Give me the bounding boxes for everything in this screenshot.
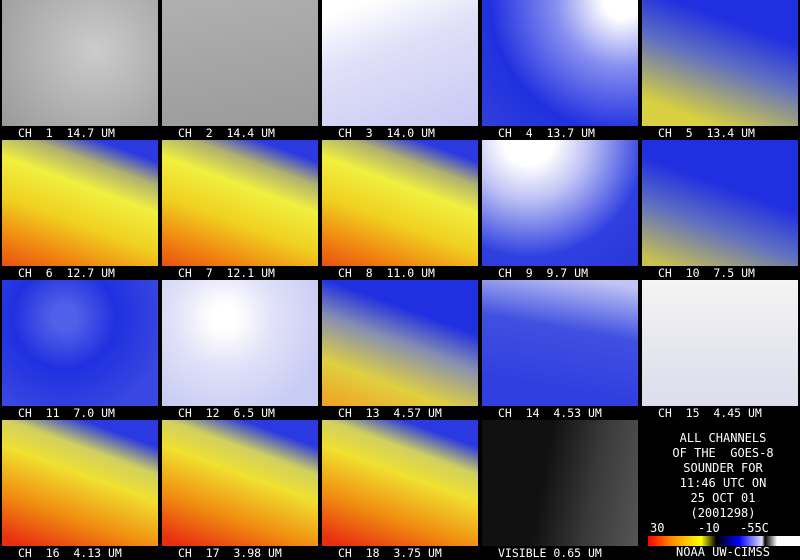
satellite-image bbox=[2, 420, 158, 546]
panel: CH 6 12.7 UM bbox=[0, 140, 160, 280]
info-line: OF THE GOES-8 bbox=[672, 446, 774, 460]
satellite-image bbox=[2, 280, 158, 406]
panel: CH 3 14.0 UM bbox=[320, 0, 480, 140]
panel: CH 17 3.98 UM bbox=[160, 420, 320, 560]
panel: CH 8 11.0 UM bbox=[320, 140, 480, 280]
panel-label: CH 5 13.4 UM bbox=[658, 126, 755, 140]
satellite-image bbox=[2, 0, 158, 126]
panel-label: CH 7 12.1 UM bbox=[178, 266, 275, 280]
color-bar-label: -10 bbox=[698, 521, 720, 535]
panel: CH 4 13.7 UM bbox=[480, 0, 640, 140]
panel: VISIBLE 0.65 UM bbox=[480, 420, 640, 560]
satellite-image bbox=[482, 280, 638, 406]
color-bar-label: 30 bbox=[650, 521, 665, 535]
panel-label: CH 16 4.13 UM bbox=[18, 546, 122, 560]
panel-label: CH 8 11.0 UM bbox=[338, 266, 435, 280]
panel-label: CH 4 13.7 UM bbox=[498, 126, 595, 140]
panel-label: CH 6 12.7 UM bbox=[18, 266, 115, 280]
info-line: SOUNDER FOR bbox=[683, 461, 763, 475]
panel: CH 5 13.4 UM bbox=[640, 0, 800, 140]
color-bar bbox=[648, 536, 800, 546]
satellite-image bbox=[322, 0, 478, 126]
panel-label: CH 18 3.75 UM bbox=[338, 546, 442, 560]
satellite-image bbox=[2, 140, 158, 266]
satellite-image bbox=[162, 280, 318, 406]
satellite-image bbox=[322, 420, 478, 546]
satellite-image bbox=[642, 0, 798, 126]
panel-label: CH 10 7.5 UM bbox=[658, 266, 755, 280]
panel-label: CH 15 4.45 UM bbox=[658, 406, 762, 420]
panel: CH 11 7.0 UM bbox=[0, 280, 160, 420]
panel: CH 12 6.5 UM bbox=[160, 280, 320, 420]
satellite-image bbox=[482, 0, 638, 126]
panel-label: CH 9 9.7 UM bbox=[498, 266, 589, 280]
panel: CH 16 4.13 UM bbox=[0, 420, 160, 560]
panel: CH 2 14.4 UM bbox=[160, 0, 320, 140]
satellite-image bbox=[162, 420, 318, 546]
panel: CH 10 7.5 UM bbox=[640, 140, 800, 280]
info-line: ALL CHANNELS bbox=[679, 431, 767, 445]
panel-label: VISIBLE 0.65 UM bbox=[498, 546, 602, 560]
satellite-image bbox=[482, 420, 638, 546]
panel: CH 15 4.45 UM bbox=[640, 280, 800, 420]
panel-label: CH 13 4.57 UM bbox=[338, 406, 442, 420]
panel-label: CH 1 14.7 UM bbox=[18, 126, 115, 140]
satellite-image bbox=[482, 140, 638, 266]
color-bar-label: -55C bbox=[740, 521, 769, 535]
panel-label: CH 11 7.0 UM bbox=[18, 406, 115, 420]
panel: CH 13 4.57 UM bbox=[320, 280, 480, 420]
satellite-image bbox=[162, 0, 318, 126]
panel: CH 7 12.1 UM bbox=[160, 140, 320, 280]
panel-label: CH 3 14.0 UM bbox=[338, 126, 435, 140]
panel-label: CH 2 14.4 UM bbox=[178, 126, 275, 140]
info-line: 11:46 UTC ON bbox=[679, 476, 767, 490]
credit: NOAA UW-CIMSS bbox=[676, 545, 770, 559]
panel: CH 18 3.75 UM bbox=[320, 420, 480, 560]
satellite-image bbox=[322, 140, 478, 266]
panel: CH 1 14.7 UM bbox=[0, 0, 160, 140]
info-line: (2001298) bbox=[690, 506, 756, 520]
panel-label: CH 14 4.53 UM bbox=[498, 406, 602, 420]
satellite-image bbox=[162, 140, 318, 266]
satellite-image bbox=[322, 280, 478, 406]
satellite-image bbox=[642, 280, 798, 406]
satellite-image bbox=[642, 140, 798, 266]
panel: CH 14 4.53 UM bbox=[480, 280, 640, 420]
info-line: 25 OCT 01 bbox=[690, 491, 756, 505]
panel: CH 9 9.7 UM bbox=[480, 140, 640, 280]
panel-label: CH 17 3.98 UM bbox=[178, 546, 282, 560]
panel-label: CH 12 6.5 UM bbox=[178, 406, 275, 420]
